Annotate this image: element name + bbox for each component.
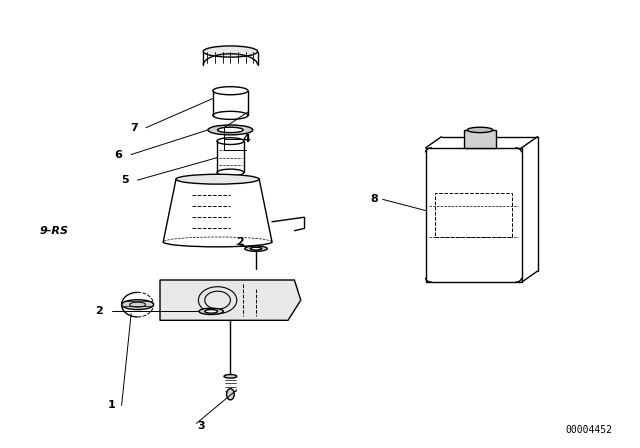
Ellipse shape — [224, 375, 237, 378]
Text: 3: 3 — [198, 422, 205, 431]
Ellipse shape — [245, 246, 268, 251]
Text: 7: 7 — [131, 123, 138, 133]
Ellipse shape — [205, 310, 218, 313]
Ellipse shape — [122, 300, 154, 310]
Ellipse shape — [204, 46, 257, 57]
Ellipse shape — [199, 308, 223, 314]
Text: 9-RS: 9-RS — [40, 226, 69, 236]
Text: 6: 6 — [115, 150, 122, 159]
Ellipse shape — [176, 174, 259, 184]
Ellipse shape — [227, 388, 234, 400]
Text: 1: 1 — [108, 401, 116, 410]
Text: 4: 4 — [243, 134, 250, 144]
Ellipse shape — [250, 247, 262, 250]
Bar — [435, 193, 512, 237]
Text: 5: 5 — [121, 175, 129, 185]
Bar — [426, 148, 522, 282]
Ellipse shape — [467, 127, 493, 133]
Polygon shape — [160, 280, 301, 320]
Bar — [464, 130, 496, 148]
Text: 8: 8 — [371, 194, 378, 204]
Text: 00004452: 00004452 — [565, 425, 612, 435]
Ellipse shape — [208, 125, 253, 135]
Ellipse shape — [218, 127, 243, 133]
Text: 2: 2 — [236, 237, 244, 247]
Text: 2: 2 — [95, 306, 103, 316]
